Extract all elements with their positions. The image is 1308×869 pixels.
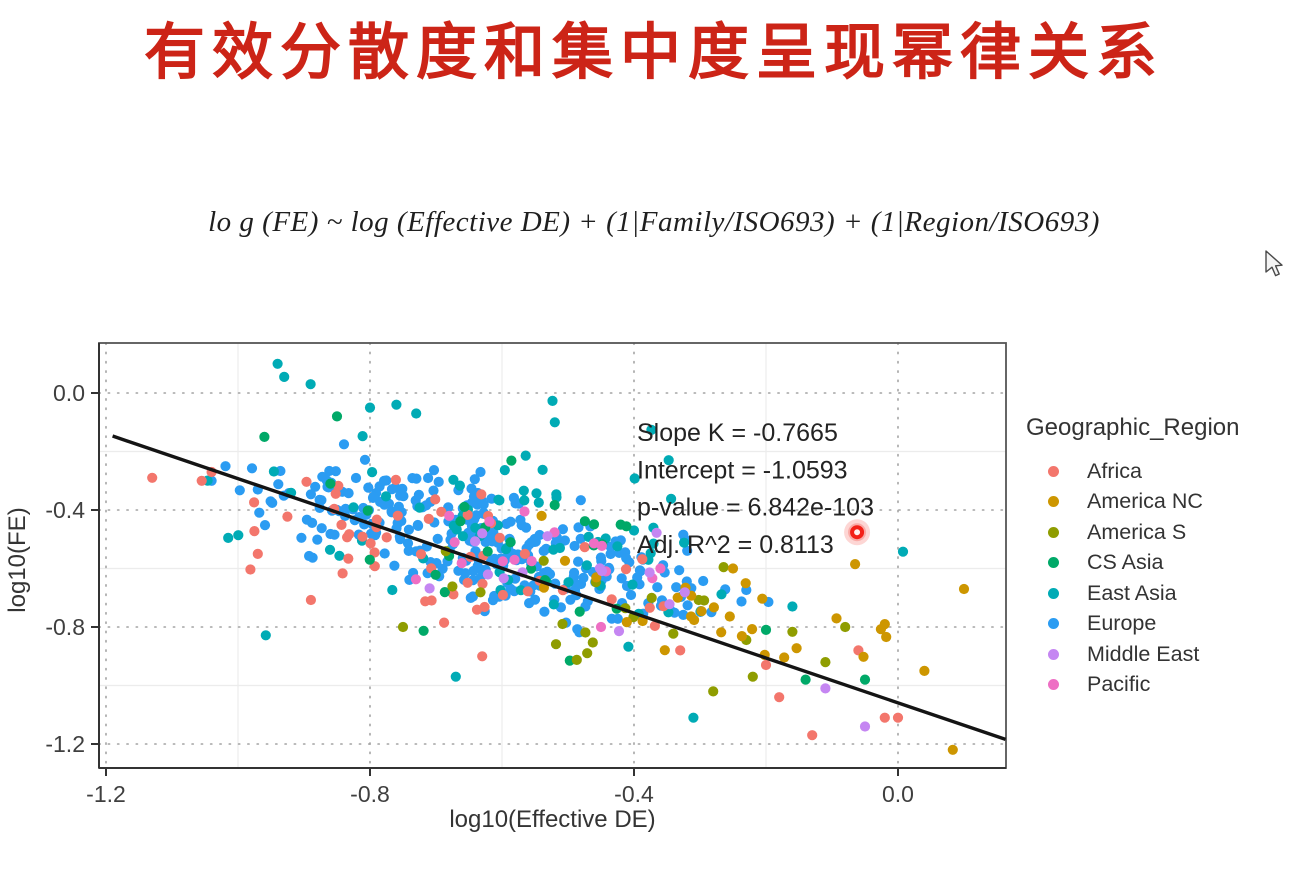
y-axis-label: log10(FE) [4,507,31,613]
legend-item-label: Pacific [1087,672,1151,697]
stats-annotation-line: p-value = 6.842e-103 [637,494,874,522]
stats-annotation-line: Slope K = -0.7665 [637,419,838,447]
legend: Geographic_Region Africa America NC Americ… [1026,414,1304,700]
y-tick-label: -0.8 [45,614,85,640]
y-tick-label: -1.2 [45,731,85,757]
regression-line [112,434,1007,741]
legend-swatch-icon [1048,557,1059,569]
legend-item-label: America NC [1087,489,1203,514]
series-middle-east [424,527,871,732]
stats-annotation-line: Adj. R^2 = 0.8113 [637,531,834,559]
legend-item-label: Europe [1087,611,1157,636]
panel-border [98,342,1007,769]
grid-major [98,342,1007,769]
legend-swatch-icon [1048,618,1059,630]
grid-minor [99,343,1006,768]
legend-swatch-icon [1048,496,1059,508]
model-formula: lo g (FE) ~ log (Effective DE) + (1|Fami… [208,206,1100,238]
legend-item-africa: Africa [1026,456,1304,487]
y-tick-label: 0.0 [53,380,85,406]
legend-swatch-icon [1048,679,1059,691]
x-tick-label: 0.0 [882,781,914,807]
x-tick-label: -0.8 [350,781,390,807]
legend-item-pacific: Pacific [1026,670,1304,701]
legend-title: Geographic_Region [1026,414,1240,441]
legend-item-label: Middle East [1087,641,1200,666]
stats-annotation: Slope K = -0.7665 Intercept = -1.0593 p-va… [637,419,874,559]
series-america-s [397,546,851,697]
legend-items: Africa America NC America S CS Asia East Asi… [1026,456,1304,700]
legend-item-east-asia: East Asia [1026,578,1304,609]
x-axis-label: log10(Effective DE) [449,806,656,833]
x-tick-label: -0.4 [614,781,654,807]
x-tick-label: -1.2 [86,781,126,807]
legend-item-label: America S [1087,519,1187,544]
legend-swatch-icon [1048,648,1059,660]
axis-ticks: -1.2 -0.8 -0.4 0.0 0.0 -0.4 -0.8 -1.2 [45,380,914,807]
series-america-nc [536,510,970,755]
y-tick-label: -0.4 [45,497,85,523]
legend-item-america-nc: America NC [1026,487,1304,518]
legend-item-cs-asia: CS Asia [1026,548,1304,579]
legend-item-label: East Asia [1087,580,1177,605]
slide-title: 有效分散度和集中度呈现幂律关系 [143,18,1164,86]
legend-item-europe: Europe [1026,609,1304,640]
mouse-cursor [1265,250,1283,277]
laser-pointer-dot [844,519,871,546]
legend-swatch-icon [1048,465,1059,477]
legend-item-america-s: America S [1026,517,1304,548]
legend-swatch-icon [1048,587,1059,599]
legend-item-label: CS Asia [1087,550,1164,575]
legend-swatch-icon [1048,526,1059,538]
legend-item-middle-east: Middle East [1026,639,1304,670]
stats-annotation-line: Intercept = -1.0593 [637,456,848,484]
legend-item-label: Africa [1087,458,1142,483]
